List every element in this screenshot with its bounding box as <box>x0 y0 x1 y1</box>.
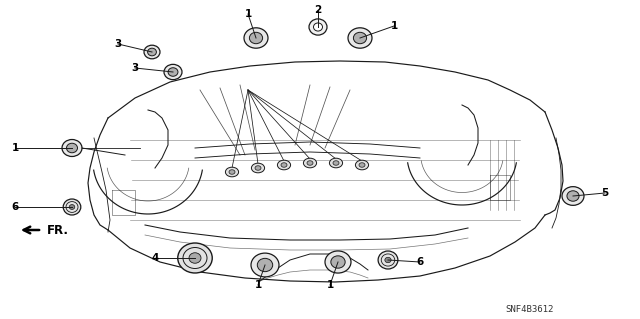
Ellipse shape <box>277 160 291 170</box>
Ellipse shape <box>251 253 279 277</box>
Text: 6: 6 <box>417 257 424 267</box>
Ellipse shape <box>355 160 369 170</box>
Text: 1: 1 <box>254 280 262 290</box>
Ellipse shape <box>353 32 367 44</box>
Text: 3: 3 <box>131 63 139 73</box>
Ellipse shape <box>62 139 82 157</box>
Ellipse shape <box>67 143 77 153</box>
Ellipse shape <box>178 243 212 273</box>
Ellipse shape <box>359 163 365 167</box>
Ellipse shape <box>148 48 156 56</box>
Text: 6: 6 <box>12 202 19 212</box>
Ellipse shape <box>229 170 235 174</box>
Text: 1: 1 <box>326 280 333 290</box>
Ellipse shape <box>562 187 584 205</box>
Text: 3: 3 <box>115 39 122 49</box>
Ellipse shape <box>307 161 313 165</box>
Text: SNF4B3612: SNF4B3612 <box>506 306 554 315</box>
Ellipse shape <box>189 253 201 263</box>
Ellipse shape <box>252 163 264 173</box>
Ellipse shape <box>69 204 75 209</box>
Ellipse shape <box>257 258 273 272</box>
Ellipse shape <box>63 199 81 215</box>
Ellipse shape <box>303 158 317 168</box>
Ellipse shape <box>378 251 398 269</box>
Ellipse shape <box>225 167 239 177</box>
Ellipse shape <box>314 23 323 31</box>
Ellipse shape <box>250 32 262 44</box>
Ellipse shape <box>330 158 342 168</box>
Ellipse shape <box>255 166 261 170</box>
Text: 1: 1 <box>12 143 19 153</box>
Text: 5: 5 <box>602 188 609 198</box>
Ellipse shape <box>168 68 178 76</box>
Text: 1: 1 <box>244 9 252 19</box>
Ellipse shape <box>333 161 339 165</box>
Text: 4: 4 <box>151 253 159 263</box>
Ellipse shape <box>144 45 160 59</box>
Ellipse shape <box>244 28 268 48</box>
Ellipse shape <box>164 64 182 80</box>
Ellipse shape <box>385 257 391 263</box>
Text: 2: 2 <box>314 5 322 15</box>
Ellipse shape <box>348 28 372 48</box>
Ellipse shape <box>281 163 287 167</box>
Ellipse shape <box>331 256 345 268</box>
Text: FR.: FR. <box>47 224 69 236</box>
Ellipse shape <box>567 191 579 201</box>
Ellipse shape <box>309 19 327 35</box>
Ellipse shape <box>325 251 351 273</box>
Text: 1: 1 <box>390 21 397 31</box>
